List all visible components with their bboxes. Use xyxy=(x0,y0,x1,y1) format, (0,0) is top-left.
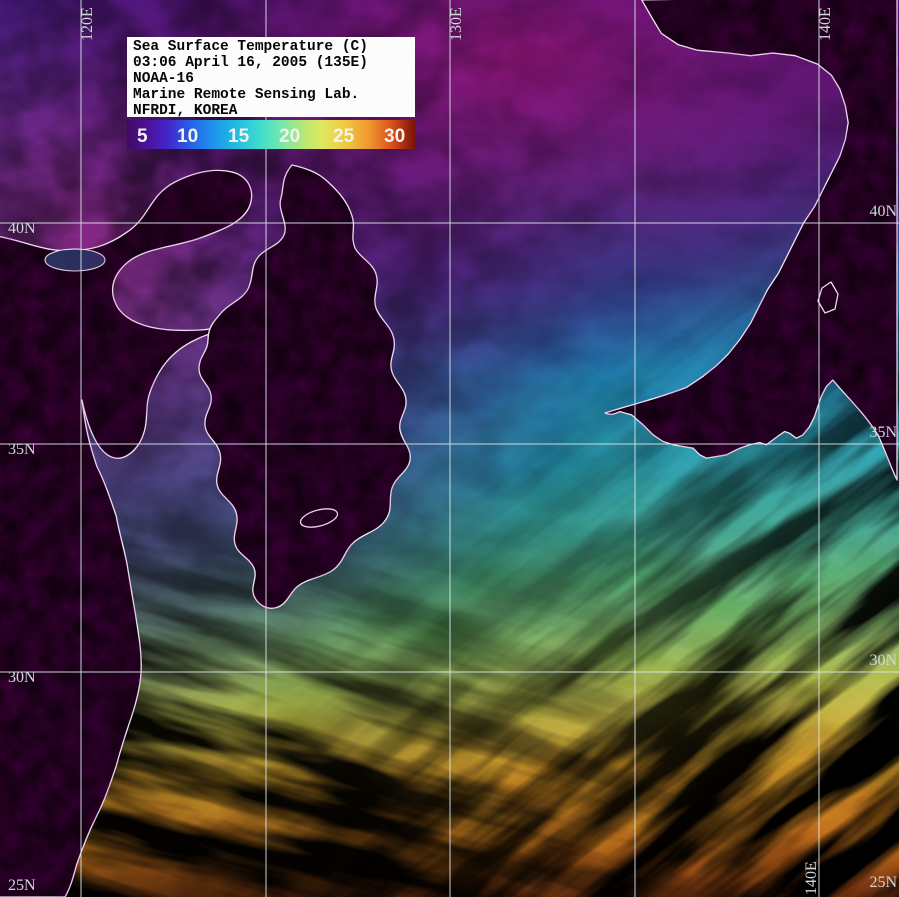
svg-text:30N: 30N xyxy=(869,652,897,669)
svg-text:10: 10 xyxy=(177,126,198,147)
svg-text:140E: 140E xyxy=(803,861,820,895)
svg-text:25N: 25N xyxy=(8,877,36,894)
svg-text:40N: 40N xyxy=(8,220,36,237)
svg-text:140E: 140E xyxy=(817,7,834,41)
svg-text:20: 20 xyxy=(279,126,300,147)
svg-text:35N: 35N xyxy=(869,424,897,441)
svg-text:5: 5 xyxy=(137,126,148,147)
svg-text:35N: 35N xyxy=(8,441,36,458)
svg-text:30N: 30N xyxy=(8,669,36,686)
svg-text:30: 30 xyxy=(384,126,405,147)
svg-text:130E: 130E xyxy=(448,7,465,41)
svg-text:15: 15 xyxy=(228,126,250,147)
svg-text:40N: 40N xyxy=(869,203,897,220)
svg-text:120E: 120E xyxy=(79,7,96,41)
svg-text:25: 25 xyxy=(333,126,355,147)
svg-text:25N: 25N xyxy=(869,874,897,891)
